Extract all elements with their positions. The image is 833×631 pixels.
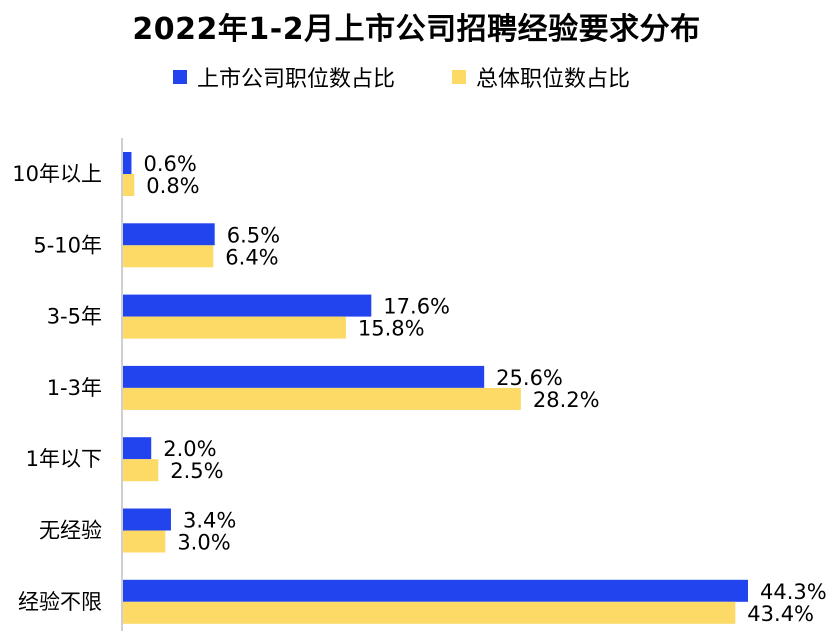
chart-title: 2022年1-2月上市公司招聘经验要求分布	[132, 12, 701, 47]
bar-listed-companies	[123, 579, 748, 602]
data-label-overall: 6.4%	[225, 245, 278, 269]
category-label: 3-5年	[47, 305, 102, 329]
bar-listed-companies	[123, 223, 215, 246]
data-label-overall: 43.4%	[747, 602, 814, 626]
legend-swatch-overall	[452, 70, 466, 84]
bar-listed-companies	[123, 508, 171, 531]
category-label: 1-3年	[47, 376, 102, 400]
data-label-overall: 15.8%	[358, 317, 425, 341]
legend-swatch-listed-companies	[173, 70, 187, 84]
data-label-listed-companies: 25.6%	[496, 366, 563, 390]
bar-overall	[123, 601, 736, 624]
data-label-listed-companies: 3.4%	[183, 509, 236, 533]
data-label-overall: 3.0%	[177, 531, 230, 555]
legend-item-listed-companies: 上市公司职位数占比	[173, 62, 395, 92]
bar-listed-companies	[123, 294, 372, 317]
bar-overall	[123, 530, 166, 553]
bar-overall	[123, 174, 135, 196]
bar-overall	[123, 245, 214, 268]
category-label: 无经验	[39, 519, 102, 543]
data-label-overall: 2.5%	[170, 459, 223, 483]
bar-listed-companies	[123, 152, 132, 174]
legend-label-listed-companies: 上市公司职位数占比	[197, 67, 396, 92]
data-label-listed-companies: 17.6%	[383, 295, 450, 319]
data-label-overall: 0.8%	[146, 174, 199, 198]
category-label: 10年以上	[12, 162, 102, 186]
category-label: 5-10年	[33, 233, 102, 257]
bar-listed-companies	[123, 365, 485, 388]
data-label-listed-companies: 44.3%	[760, 580, 827, 604]
legend: 上市公司职位数占比 总体职位数占比	[0, 62, 833, 92]
category-label: 1年以下	[26, 447, 102, 471]
legend-item-overall: 总体职位数占比	[452, 62, 630, 92]
data-label-listed-companies: 2.0%	[163, 437, 216, 461]
data-label-overall: 28.2%	[533, 388, 600, 412]
data-label-listed-companies: 0.6%	[143, 152, 196, 176]
bar-overall	[123, 459, 159, 482]
category-label: 经验不限	[18, 590, 102, 614]
bar-overall	[123, 387, 521, 410]
bar-overall	[123, 316, 346, 339]
legend-label-overall: 总体职位数占比	[476, 67, 631, 92]
bar-listed-companies	[123, 437, 152, 460]
data-label-listed-companies: 6.5%	[227, 223, 280, 247]
